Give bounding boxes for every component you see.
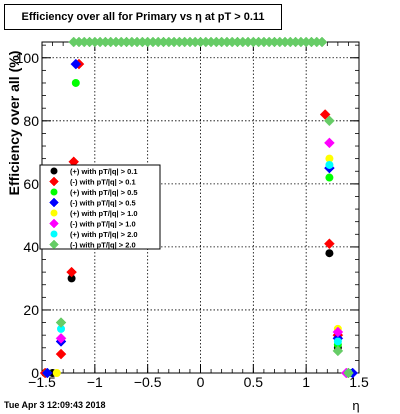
data-point [55, 332, 67, 344]
data-point [66, 266, 77, 278]
x-tick-label: 1.5 [349, 374, 369, 390]
x-tick-label: 0 [197, 374, 205, 390]
x-axis-label: η [352, 398, 359, 413]
y-tick-label: 0 [31, 365, 39, 381]
legend-label: (-) with pT/|q| > 0.1 [70, 178, 136, 187]
legend-marker [50, 188, 58, 196]
data-point [343, 367, 354, 379]
legend-marker [50, 230, 58, 238]
legend-label: (-) with pT/|q| > 2.0 [70, 241, 136, 250]
y-tick-label: 20 [23, 302, 39, 318]
data-point [55, 317, 67, 328]
legend: (+) with pT/|q| > 0.1 (-) with pT/|q| > 0… [39, 164, 161, 250]
legend-label: (+) with pT/|q| > 1.0 [70, 209, 138, 218]
data-point [67, 274, 76, 283]
footer-date: Tue Apr 3 12:09:43 2018 [4, 400, 106, 410]
y-tick-label: 80 [23, 113, 39, 129]
legend-box [39, 164, 161, 250]
data-point [41, 367, 53, 379]
y-tick-label: 40 [23, 239, 39, 255]
data-point [324, 238, 335, 250]
x-tick-label: −1.5 [28, 374, 56, 390]
data-point [319, 109, 331, 120]
legend-label: (+) with pT/|q| > 2.0 [70, 230, 138, 239]
data-point [324, 115, 335, 127]
y-tick-label: 60 [23, 176, 39, 192]
data-point [324, 137, 335, 149]
legend-marker [50, 167, 58, 175]
x-tick-label: 0.5 [244, 374, 264, 390]
data-point [70, 58, 82, 70]
legend-label: (-) with pT/|q| > 1.0 [70, 220, 136, 229]
data-point [332, 326, 344, 338]
data-point [57, 324, 66, 333]
tick-labels: −1.5 −1 −0.5 0 0.5 1 1.5 0 20 40 60 80 100 [16, 50, 369, 390]
legend-marker [49, 218, 59, 229]
data-point [52, 369, 61, 377]
y-tick-label: 100 [16, 50, 40, 66]
data-point [325, 154, 334, 163]
data-point [71, 78, 80, 87]
data-point [325, 173, 334, 182]
x-tick-label: 1 [302, 374, 310, 390]
data-point [325, 249, 334, 258]
data-point [55, 348, 67, 360]
data-point [332, 345, 344, 357]
legend-marker [50, 209, 58, 217]
legend-marker [49, 197, 59, 208]
data-point [333, 337, 342, 346]
y-axis-label: Efficiency over all (%) [6, 51, 22, 196]
data-point [325, 160, 334, 169]
x-tick-label: −0.5 [134, 374, 162, 390]
data-point [316, 36, 328, 48]
legend-label: (+) with pT/|q| > 0.1 [70, 167, 138, 176]
legend-label: (+) with pT/|q| > 0.5 [70, 188, 138, 197]
legend-marker [49, 239, 59, 250]
x-tick-label: −1 [87, 374, 103, 390]
legend-marker [49, 176, 59, 187]
legend-label: (-) with pT/|q| > 0.5 [70, 199, 136, 208]
chart-title: Efficiency over all for Primary vs η at … [4, 4, 282, 30]
